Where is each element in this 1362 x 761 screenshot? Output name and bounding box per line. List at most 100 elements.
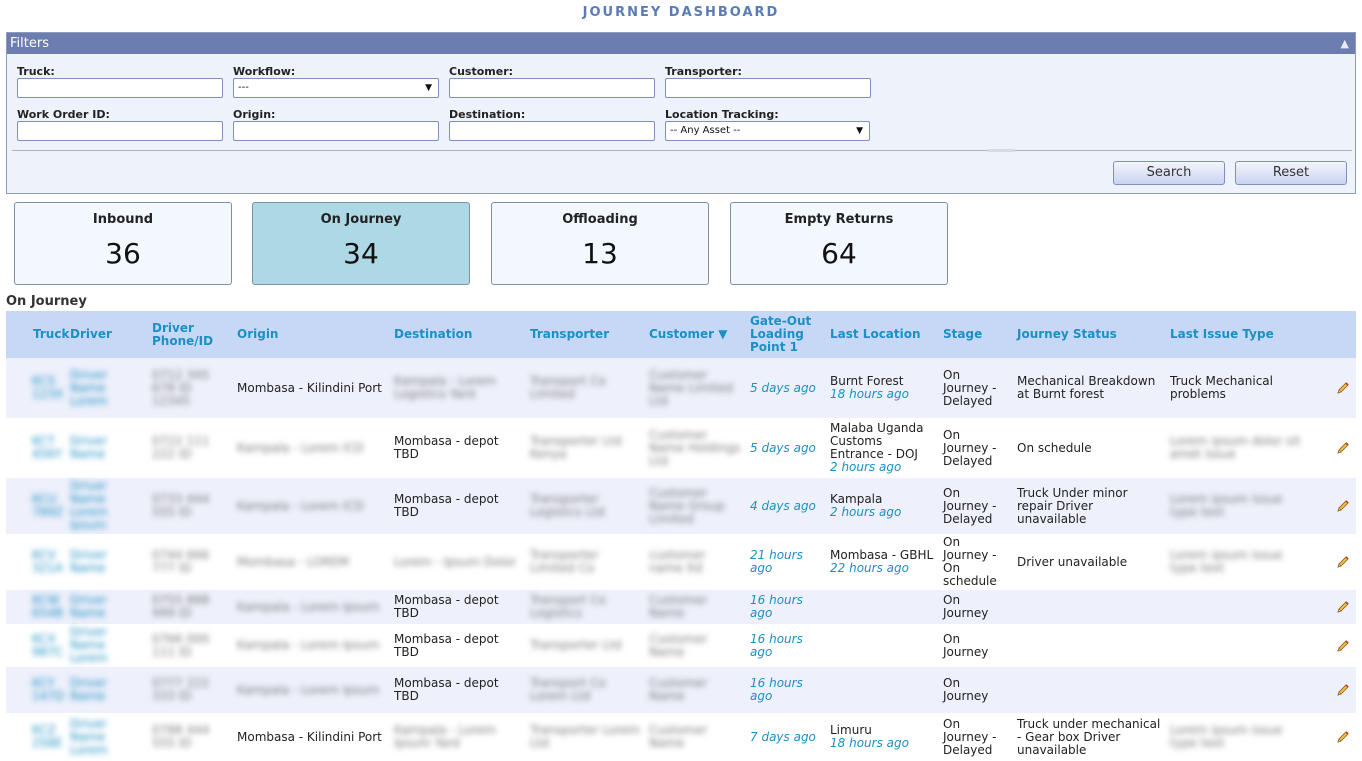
header-origin[interactable]: Origin: [233, 311, 390, 358]
cell-driver[interactable]: Driver Name Lorem: [66, 358, 148, 418]
driver-phone: 0744 666 777 ID: [152, 548, 210, 575]
section-title: On Journey: [6, 294, 87, 309]
cell-truck[interactable]: KCX 987C: [6, 624, 66, 667]
location-tracking-label: Location Tracking:: [665, 108, 779, 121]
driver-link[interactable]: Driver Name: [70, 676, 107, 703]
header-gate-out[interactable]: Gate-Out Loading Point 1: [746, 311, 826, 358]
destination-input[interactable]: [449, 121, 655, 141]
table-row[interactable]: KCW 654B Driver Name 0755 888 999 ID Kampal…: [6, 590, 1356, 624]
reset-button[interactable]: Reset: [1235, 161, 1347, 185]
header-journey-status[interactable]: Journey Status: [1013, 311, 1166, 358]
pencil-icon[interactable]: [1336, 600, 1350, 614]
gate-out-time: 5 days ago: [750, 380, 816, 395]
driver-link[interactable]: Driver Name Lorem Ipsum: [70, 479, 108, 532]
pencil-icon[interactable]: [1336, 730, 1350, 744]
cell-truck[interactable]: KCV 321A: [6, 534, 66, 590]
card-offloading[interactable]: Offloading 13: [491, 202, 709, 285]
transporter-input[interactable]: [665, 78, 871, 98]
cell-driver[interactable]: Driver Name: [66, 590, 148, 624]
cell-driver[interactable]: Driver Name Lorem: [66, 713, 148, 761]
truck-link[interactable]: KCZ 258E: [32, 723, 63, 750]
collapse-up-icon[interactable]: ▲: [1340, 37, 1349, 50]
search-button[interactable]: Search: [1113, 161, 1225, 185]
pencil-icon[interactable]: [1336, 683, 1350, 697]
cell-origin: Kampala - Lorem Ipsum: [233, 590, 390, 624]
cell-origin: Mombasa - Kilindini Port: [233, 358, 390, 418]
destination-text: Mombasa - depot TBD: [394, 593, 499, 620]
truck-link[interactable]: KCX 987C: [32, 631, 64, 659]
pencil-icon[interactable]: [1336, 555, 1350, 569]
truck-link[interactable]: KCU 789Z: [32, 492, 64, 519]
cell-truck[interactable]: KCT 456Y: [6, 418, 66, 478]
workflow-select[interactable]: --- ▼: [233, 78, 439, 98]
cell-gate-out: 16 hours ago: [746, 667, 826, 713]
driver-link[interactable]: Driver Name: [70, 593, 107, 620]
table-header-row: Truck Driver Driver Phone/ID Origin Dest…: [6, 311, 1356, 358]
driver-link[interactable]: Driver Name Lorem: [70, 367, 108, 408]
cell-stage: On Journey: [939, 667, 1013, 713]
pencil-icon[interactable]: [1336, 441, 1350, 455]
table-row[interactable]: KCV 321A Driver Name 0744 666 777 ID Mombas…: [6, 534, 1356, 590]
header-driver[interactable]: Driver: [66, 311, 148, 358]
truck-link[interactable]: KCW 654B: [32, 593, 64, 620]
truck-link[interactable]: KCT 456Y: [32, 434, 63, 461]
resize-handle[interactable]: [987, 149, 1015, 152]
truck-link[interactable]: KCS 123X: [32, 374, 64, 401]
cell-truck[interactable]: KCZ 258E: [6, 713, 66, 761]
gate-out-time: 16 hours ago: [750, 676, 803, 703]
table-row[interactable]: KCX 987C Driver Name Lorem 0766 000 111 ID…: [6, 624, 1356, 667]
table-row[interactable]: KCZ 258E Driver Name Lorem 0788 444 555 ID…: [6, 713, 1356, 761]
customer-input[interactable]: [449, 78, 655, 98]
truck-link[interactable]: KCV 321A: [32, 548, 64, 575]
last-location-text: Burnt Forest: [830, 374, 904, 388]
cell-driver[interactable]: Driver Name Lorem Ipsum: [66, 478, 148, 534]
driver-link[interactable]: Driver Name Lorem: [70, 716, 108, 757]
cell-truck[interactable]: KCU 789Z: [6, 478, 66, 534]
table-row[interactable]: KCU 789Z Driver Name Lorem Ipsum 0733 444 …: [6, 478, 1356, 534]
workflow-label: Workflow:: [233, 65, 296, 78]
origin-input[interactable]: [233, 121, 439, 141]
card-inbound[interactable]: Inbound 36: [14, 202, 232, 285]
truck-input[interactable]: [17, 78, 223, 98]
card-empty-returns[interactable]: Empty Returns 64: [730, 202, 948, 285]
cell-customer: Customer Name Holdings Ltd: [645, 418, 746, 478]
table-row[interactable]: KCT 456Y Driver Name 0722 111 222 ID Kampal…: [6, 418, 1356, 478]
header-transporter[interactable]: Transporter: [526, 311, 645, 358]
cell-truck[interactable]: KCW 654B: [6, 590, 66, 624]
driver-link[interactable]: Driver Name: [70, 434, 107, 461]
pencil-icon[interactable]: [1336, 381, 1350, 395]
filters-header[interactable]: Filters ▲: [7, 33, 1355, 54]
truck-link[interactable]: KCY 147D: [32, 676, 65, 703]
location-tracking-select[interactable]: -- Any Asset -- ▼: [665, 121, 870, 141]
card-on-journey[interactable]: On Journey 34: [252, 202, 470, 285]
cell-last-issue-type: [1166, 624, 1306, 667]
customer-text: Customer Name Holdings Ltd: [649, 427, 741, 468]
customer-text: Customer Name: [649, 676, 708, 703]
cell-driver[interactable]: Driver Name: [66, 534, 148, 590]
cell-truck[interactable]: KCY 147D: [6, 667, 66, 713]
header-truck[interactable]: Truck: [6, 311, 69, 358]
header-stage[interactable]: Stage: [939, 311, 1013, 358]
cell-truck[interactable]: KCS 123X: [6, 358, 66, 418]
destination-text: Mombasa - depot TBD: [394, 492, 499, 519]
driver-link[interactable]: Driver Name Lorem: [70, 625, 108, 665]
driver-phone: 0766 000 111 ID: [152, 631, 210, 659]
header-driver-phone[interactable]: Driver Phone/ID: [148, 311, 233, 358]
header-last-issue-type[interactable]: Last Issue Type: [1166, 311, 1306, 358]
header-destination[interactable]: Destination: [390, 311, 526, 358]
table-row[interactable]: KCS 123X Driver Name Lorem 0712 345 678 ID…: [6, 358, 1356, 418]
header-customer[interactable]: Customer ▼: [645, 311, 746, 358]
work-order-input[interactable]: [17, 121, 223, 141]
table-row[interactable]: KCY 147D Driver Name 0777 222 333 ID Kampal…: [6, 667, 1356, 713]
cell-journey-status: [1013, 624, 1166, 667]
pencil-icon[interactable]: [1336, 499, 1350, 513]
customer-text: Customer Name: [649, 631, 708, 659]
work-order-label: Work Order ID:: [17, 108, 110, 121]
pencil-icon[interactable]: [1336, 638, 1350, 652]
origin-text: Kampala - Lorem ICD: [237, 498, 364, 513]
cell-driver[interactable]: Driver Name: [66, 667, 148, 713]
header-last-location[interactable]: Last Location: [826, 311, 939, 358]
cell-driver[interactable]: Driver Name: [66, 418, 148, 478]
driver-link[interactable]: Driver Name: [70, 548, 107, 575]
cell-driver[interactable]: Driver Name Lorem: [66, 624, 148, 667]
